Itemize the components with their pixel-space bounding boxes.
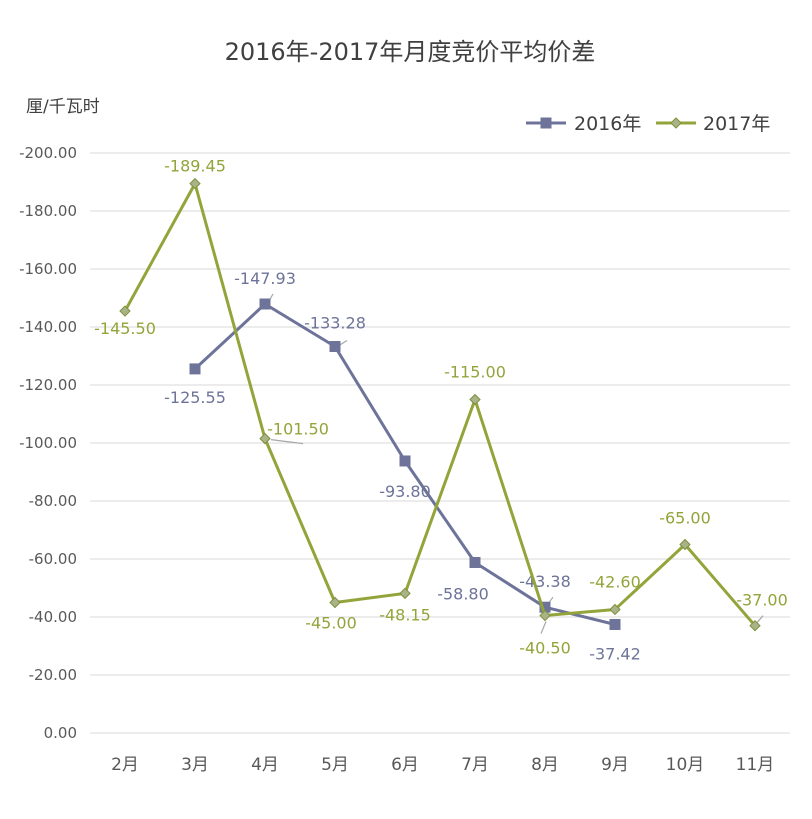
- series-2016年: -125.55-147.93-133.28-93.80-58.80-43.38-…: [164, 269, 641, 663]
- data-label: -125.55: [164, 388, 226, 407]
- legend: 2016年 2017年: [526, 113, 770, 135]
- x-tick-label: 4月: [251, 755, 279, 775]
- data-point-marker: [679, 538, 691, 551]
- leader-line: [540, 621, 547, 634]
- data-label: -101.50: [267, 420, 329, 439]
- x-tick-label: 5月: [321, 755, 349, 775]
- x-tick-label: 2月: [111, 755, 139, 775]
- data-point-marker: [329, 340, 341, 352]
- data-point-marker: [259, 298, 271, 310]
- data-label: -115.00: [444, 363, 506, 382]
- data-point-marker: [539, 601, 551, 613]
- x-tick-label: 11月: [736, 755, 775, 775]
- legend-marker: [540, 117, 552, 129]
- data-point-marker: [749, 619, 761, 632]
- data-point-marker: [609, 618, 621, 630]
- y-tick-label: 0.00: [44, 724, 77, 742]
- data-label: -58.80: [437, 584, 489, 603]
- data-point-marker: [189, 177, 201, 190]
- legend-item: 2016年: [526, 113, 641, 135]
- data-point-marker: [469, 556, 481, 568]
- y-tick-label: -80.00: [29, 492, 77, 510]
- data-label: -145.50: [94, 319, 156, 338]
- series-2017年: -145.50 -189.45 -101.50 -45.00 -48.15 -115.00…: [94, 157, 788, 658]
- series-group: -125.55-147.93-133.28-93.80-58.80-43.38-…: [94, 157, 788, 664]
- data-label: -40.50: [519, 639, 571, 658]
- x-axis-ticks: 2月 3月 4月 5月 6月 7月 8月 9月 10月 11月: [111, 755, 774, 775]
- data-label: -93.80: [379, 482, 431, 501]
- data-point-marker: [259, 432, 271, 445]
- y-tick-label: -120.00: [19, 376, 77, 394]
- data-label: -133.28: [304, 313, 366, 332]
- x-tick-label: 6月: [391, 755, 419, 775]
- gridlines: [90, 152, 790, 734]
- y-tick-label: -20.00: [29, 666, 77, 684]
- y-tick-label: -140.00: [19, 318, 77, 336]
- data-label: -189.45: [164, 157, 226, 176]
- x-tick-label: 7月: [461, 755, 489, 775]
- leader-line: [270, 439, 304, 445]
- data-point-marker: [189, 363, 201, 375]
- y-tick-label: -40.00: [29, 608, 77, 626]
- data-label: -43.38: [519, 572, 571, 591]
- data-label: -65.00: [659, 509, 711, 528]
- y-tick-label: -60.00: [29, 550, 77, 568]
- data-point-marker: [609, 603, 621, 616]
- y-tick-label: -160.00: [19, 260, 77, 278]
- data-point-marker: [399, 587, 411, 600]
- chart-title: 2016年-2017年月度竞价平均价差: [225, 38, 596, 66]
- data-point-marker: [539, 609, 551, 622]
- data-point-marker: [329, 596, 341, 609]
- y-axis-unit-label: 厘/千瓦时: [26, 97, 100, 117]
- x-tick-label: 9月: [601, 755, 629, 775]
- x-tick-label: 3月: [181, 755, 209, 775]
- data-label: -37.00: [736, 591, 788, 610]
- x-tick-label: 10月: [666, 755, 705, 775]
- legend-marker: [670, 117, 682, 129]
- data-label: -147.93: [234, 269, 296, 288]
- data-label: -37.42: [589, 644, 641, 663]
- legend-item: 2017年: [656, 113, 770, 135]
- data-label: -42.60: [589, 572, 641, 591]
- data-point-marker: [399, 455, 411, 467]
- y-tick-label: -200.00: [19, 144, 77, 162]
- x-tick-label: 8月: [531, 755, 559, 775]
- data-point-marker: [119, 305, 131, 317]
- data-label: -48.15: [379, 605, 431, 624]
- y-tick-label: -100.00: [19, 434, 77, 452]
- data-label: -45.00: [305, 614, 357, 633]
- y-tick-label: -180.00: [19, 202, 77, 220]
- leader-line: [756, 615, 764, 624]
- data-point-marker: [469, 393, 481, 406]
- legend-label: 2016年: [574, 113, 641, 135]
- series-line: [123, 182, 757, 627]
- y-axis-ticks: -200.00 -180.00 -160.00 -140.00 -120.00 -100.…: [19, 144, 77, 742]
- legend-label: 2017年: [703, 113, 770, 135]
